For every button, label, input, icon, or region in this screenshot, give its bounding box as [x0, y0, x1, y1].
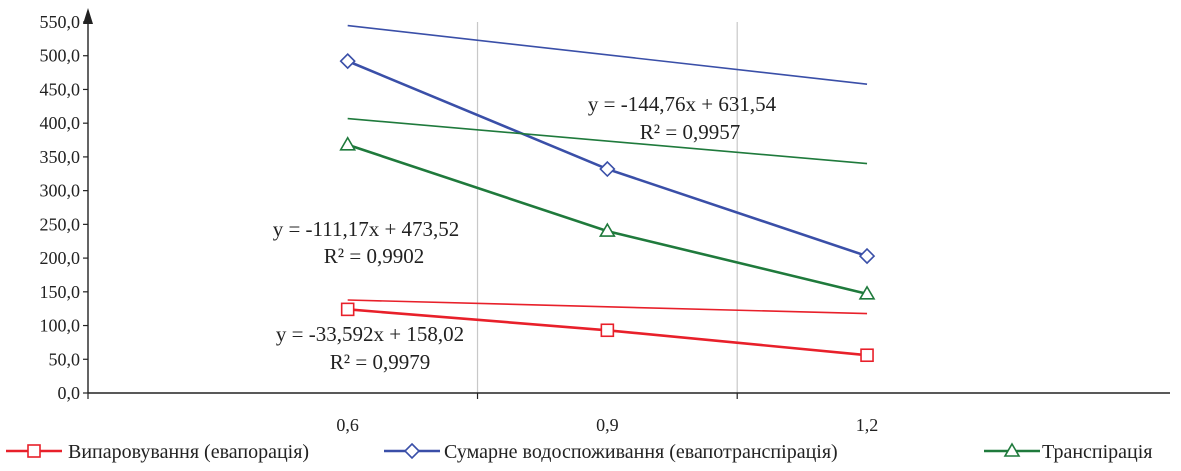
y-tick-label: 400,0 — [40, 113, 81, 133]
trend-r2-transpiration: R² = 0,9902 — [324, 244, 424, 268]
x-tick-label: 0,6 — [336, 415, 359, 435]
data-point-evapotranspiration — [599, 160, 616, 178]
tick-labels: 0,0 50,0 100,0 150,0 200,0 250,0 300,0 350,0 400… — [40, 12, 879, 435]
y-tick-label: 100,0 — [40, 316, 81, 336]
legend: Випаровування (евапорація) Сумарне водосп… — [6, 441, 1153, 463]
trend-equation-transpiration: y = -111,17x + 473,52 — [273, 217, 460, 241]
x-tick-label: 0,9 — [596, 415, 619, 435]
legend-marker-evaporation — [27, 444, 41, 458]
x-tick-label: 1,2 — [856, 415, 879, 435]
trend-equation-evapotranspiration: y = -144,76x + 631,54 — [588, 92, 777, 116]
y-tick-label: 150,0 — [40, 282, 81, 302]
y-tick-label: 350,0 — [40, 147, 81, 167]
legend-marker-transpiration — [1003, 442, 1021, 457]
trend-equations: y = -33,592x + 158,02 R² = 0,9979 y = -144… — [273, 92, 777, 374]
trendline-evaporation — [347, 299, 868, 315]
data-point-transpiration — [598, 222, 616, 237]
axes — [83, 8, 1170, 399]
legend-label-evaporation: Випаровування (евапорація) — [68, 441, 309, 463]
trendline-transpiration — [347, 117, 868, 165]
legend-marker-evapotranspiration — [403, 442, 421, 460]
series-markers — [339, 52, 876, 363]
y-tick-label: 250,0 — [40, 214, 81, 234]
data-point-evaporation — [600, 323, 615, 338]
trend-r2-evapotranspiration: R² = 0,9957 — [640, 120, 740, 144]
trendline-evapotranspiration — [347, 24, 868, 85]
y-tick-label: 450,0 — [40, 79, 81, 99]
data-point-evaporation — [860, 348, 874, 363]
y-tick-label: 500,0 — [40, 46, 81, 66]
data-point-evaporation — [340, 302, 355, 317]
trend-r2-evaporation: R² = 0,9979 — [330, 350, 430, 374]
y-tick-label: 200,0 — [40, 248, 81, 268]
data-point-evapotranspiration — [858, 247, 876, 265]
legend-label-transpiration: Транспірація — [1042, 441, 1153, 463]
legend-label-evapotranspiration: Сумарне водоспоживання (евапотранспіраці… — [444, 441, 838, 463]
y-tick-label: 300,0 — [40, 181, 81, 201]
y-tick-label: 550,0 — [40, 12, 81, 32]
y-axis-arrow — [83, 8, 93, 24]
trend-equation-evaporation: y = -33,592x + 158,02 — [276, 322, 464, 346]
y-tick-label: 0,0 — [58, 383, 81, 403]
grid — [476, 22, 738, 393]
data-point-transpiration — [339, 136, 357, 151]
y-tick-label: 50,0 — [49, 349, 81, 369]
data-point-evapotranspiration — [339, 52, 356, 70]
series-lines — [347, 24, 868, 357]
data-point-transpiration — [858, 285, 876, 300]
